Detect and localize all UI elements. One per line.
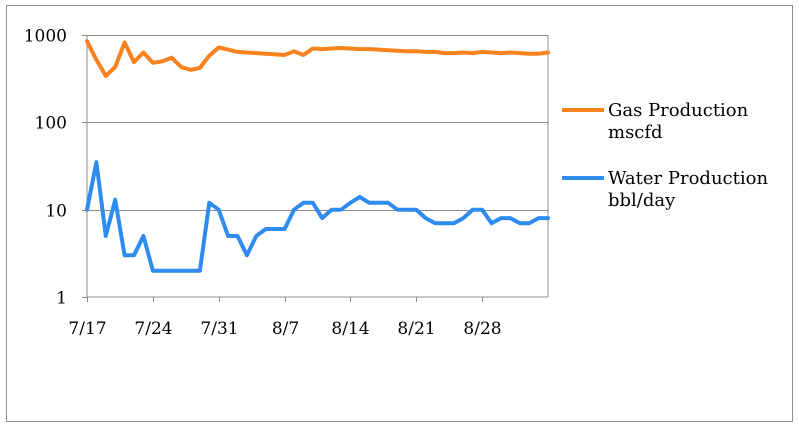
x-tick-label: 7/24 — [134, 319, 172, 339]
legend-label: bbl/day — [608, 190, 676, 211]
x-tick-label: 8/14 — [331, 319, 369, 339]
chart-frame — [6, 5, 793, 422]
gas-production-mscfd-line — [85, 39, 550, 78]
y-tick-label: 100 — [35, 114, 67, 134]
legend-label: mscfd — [608, 122, 663, 143]
series-layer — [85, 39, 550, 273]
water-production-bbl-day-line — [85, 160, 550, 273]
legend-label: Water Production — [608, 168, 768, 189]
x-tick-label: 8/7 — [272, 319, 299, 339]
y-tick-label: 10 — [45, 202, 67, 222]
legend-label: Gas Production — [608, 100, 749, 121]
y-axis-ticks: 1 10 100 1000 — [24, 27, 87, 309]
x-tick-label: 8/28 — [463, 319, 501, 339]
y-tick-label: 1000 — [24, 27, 67, 47]
x-tick-label: 7/17 — [68, 319, 106, 339]
x-tick-label: 8/21 — [397, 319, 435, 339]
x-tick-label: 7/31 — [200, 319, 238, 339]
x-axis-ticks: 7/17 7/24 7/31 8/7 8/14 8/21 8/28 — [68, 297, 502, 339]
y-tick-label: 1 — [56, 289, 67, 309]
